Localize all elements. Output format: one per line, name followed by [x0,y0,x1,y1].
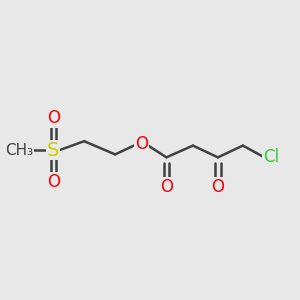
Text: Cl: Cl [263,148,279,166]
Text: S: S [47,140,59,160]
Text: O: O [212,178,224,196]
Text: O: O [47,173,60,191]
Text: O: O [160,178,173,196]
Text: O: O [135,135,148,153]
Text: CH₃: CH₃ [5,142,34,158]
Text: O: O [47,109,60,127]
